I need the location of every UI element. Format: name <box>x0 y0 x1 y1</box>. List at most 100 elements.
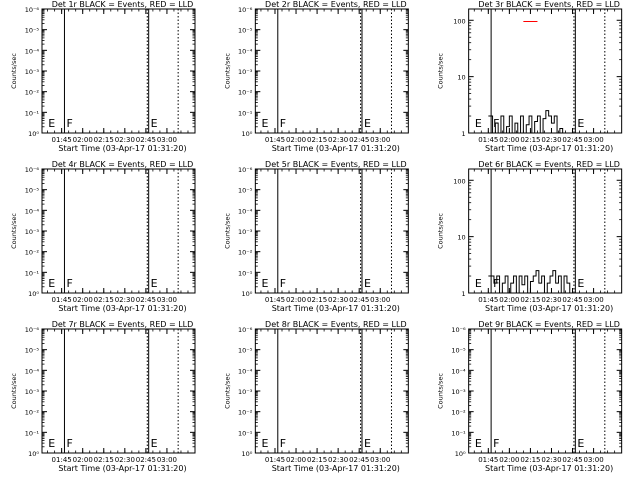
event-marker-label: E <box>364 117 371 130</box>
x-tick-label: 03:00 <box>583 456 603 464</box>
plot-frame <box>468 8 623 134</box>
event-marker-label: E <box>262 277 269 290</box>
y-tick-label: 10 <box>457 234 465 242</box>
y-axis-label: Counts/sec <box>10 53 18 89</box>
event-marker-label: E <box>262 117 269 130</box>
x-tick-label: 03:00 <box>583 136 603 144</box>
y-tick-label: 10⁻⁴ <box>238 47 253 55</box>
y-tick-label: 10⁰ <box>241 290 252 298</box>
y-tick-label: 10⁻¹ <box>25 429 40 437</box>
x-tick-label: 02:45 <box>136 456 156 464</box>
y-tick-label: 100 <box>453 177 465 185</box>
x-tick-label: 03:00 <box>370 296 390 304</box>
x-tick-label: 02:45 <box>349 456 369 464</box>
y-tick-label: 10⁻³ <box>238 388 253 396</box>
x-tick-label: 02:00 <box>73 136 93 144</box>
y-tick-label: 10⁻² <box>25 89 40 97</box>
x-tick-label: 02:45 <box>562 296 582 304</box>
x-tick-label: 03:00 <box>157 136 177 144</box>
y-tick-label: 10⁻² <box>238 249 253 257</box>
x-tick-label: 02:00 <box>286 136 306 144</box>
x-tick-label: 02:30 <box>115 296 135 304</box>
x-tick-label: 01:45 <box>265 296 285 304</box>
y-tick-label: 10⁻⁴ <box>25 47 40 55</box>
x-tick-label: 02:00 <box>499 296 519 304</box>
y-tick-label: 10⁻⁶ <box>238 326 253 334</box>
y-tick-label: 10⁻⁶ <box>238 166 253 174</box>
y-tick-label: 10⁻⁵ <box>25 27 40 35</box>
event-marker-label: E <box>151 277 158 290</box>
x-tick-label: 02:00 <box>286 296 306 304</box>
y-tick-label: 10⁻² <box>238 89 253 97</box>
y-tick-label: 10⁻² <box>25 409 40 417</box>
det3r-panel: Det 3r BLACK = Events, RED = LLD 1 10 100 01… <box>437 0 623 153</box>
y-tick-label: 10⁻³ <box>451 388 466 396</box>
event-marker-label: E <box>364 437 371 450</box>
x-tick-label: 02:45 <box>136 296 156 304</box>
x-tick-label: 03:00 <box>370 456 390 464</box>
y-tick-label: 10⁻¹ <box>238 429 253 437</box>
x-tick-label: 02:15 <box>94 456 114 464</box>
x-tick-label: 01:45 <box>478 456 498 464</box>
x-tick-label: 01:45 <box>265 136 285 144</box>
y-tick-label: 10⁰ <box>28 130 39 138</box>
x-tick-label: 02:30 <box>541 296 561 304</box>
x-tick-label: 02:00 <box>73 296 93 304</box>
x-tick-label: 02:45 <box>136 136 156 144</box>
det1r-panel: Det 1r BLACK = Events, RED = LLD 10⁰ 10⁻¹ 1… <box>10 0 196 153</box>
event-marker-label: E <box>151 117 158 130</box>
y-axis-label: Counts/sec <box>223 53 231 89</box>
x-tick-label: 02:15 <box>307 456 327 464</box>
x-tick-label: 02:15 <box>520 296 540 304</box>
event-marker-label: E <box>48 277 55 290</box>
y-tick-label: 10⁻⁵ <box>451 347 466 355</box>
chart-title: Det 3r BLACK = Events, RED = LLD <box>478 0 620 9</box>
y-tick-label: 10⁻³ <box>25 388 40 396</box>
y-axis-label: Counts/sec <box>437 213 445 249</box>
y-axis-label: Counts/sec <box>223 373 231 409</box>
x-tick-label: 02:45 <box>562 456 582 464</box>
x-tick-label: 03:00 <box>370 136 390 144</box>
y-tick-label: 10⁻³ <box>238 228 253 236</box>
y-tick-label: 10⁻⁴ <box>25 367 40 375</box>
y-tick-label: 10⁻⁶ <box>25 6 40 14</box>
y-tick-label: 10⁻³ <box>238 68 253 76</box>
det4r-panel: Det 4r BLACK = Events, RED = LLD 10⁰ 10⁻¹ 1… <box>10 160 196 313</box>
x-tick-label: 02:15 <box>94 136 114 144</box>
event-marker-label: F <box>66 437 72 450</box>
event-marker-label: E <box>151 437 158 450</box>
x-tick-label: 02:15 <box>307 296 327 304</box>
y-tick-label: 10⁻⁴ <box>238 367 253 375</box>
event-marker-label: F <box>66 117 72 130</box>
event-marker-label: E <box>577 437 584 450</box>
y-tick-label: 10⁰ <box>241 450 252 458</box>
event-marker-label: E <box>262 437 269 450</box>
y-tick-label: 10⁰ <box>28 450 39 458</box>
x-tick-label: 02:15 <box>307 136 327 144</box>
chart-title: Det 1r BLACK = Events, RED = LLD <box>52 0 194 9</box>
chart-title: Det 2r BLACK = Events, RED = LLD <box>265 0 407 9</box>
y-axis-label: Counts/sec <box>223 213 231 249</box>
det5r-panel: Det 5r BLACK = Events, RED = LLD 10⁰ 10⁻¹ 1… <box>223 160 409 313</box>
y-tick-label: 1 <box>462 290 466 298</box>
x-axis-label: Start Time (03-Apr-17 01:31:20) <box>272 304 400 313</box>
det2r-panel: Det 2r BLACK = Events, RED = LLD 10⁰ 10⁻¹ 1… <box>223 0 409 153</box>
chart-title: Det 6r BLACK = Events, RED = LLD <box>478 160 620 169</box>
y-tick-label: 10⁻¹ <box>238 269 253 277</box>
event-marker-label: E <box>48 437 55 450</box>
y-tick-label: 10⁻¹ <box>238 109 253 117</box>
event-marker-label: F <box>280 117 286 130</box>
x-tick-label: 02:45 <box>349 296 369 304</box>
chart-title: Det 5r BLACK = Events, RED = LLD <box>265 160 407 169</box>
y-tick-label: 10⁻² <box>238 409 253 417</box>
y-tick-label: 10⁻⁵ <box>25 347 40 355</box>
x-tick-label: 01:45 <box>52 136 72 144</box>
x-tick-label: 02:30 <box>541 136 561 144</box>
x-tick-label: 01:45 <box>52 296 72 304</box>
chart-title: Det 8r BLACK = Events, RED = LLD <box>265 320 407 329</box>
x-axis-label: Start Time (03-Apr-17 01:31:20) <box>58 144 186 153</box>
x-tick-label: 02:00 <box>499 136 519 144</box>
x-tick-label: 02:15 <box>520 136 540 144</box>
event-marker-label: F <box>493 437 499 450</box>
